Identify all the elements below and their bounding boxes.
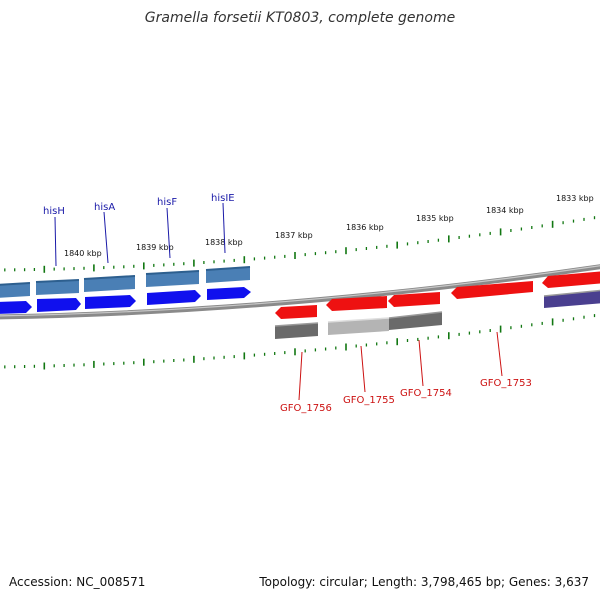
gene-label-GFO_1754[interactable]: GFO_1754	[400, 388, 452, 399]
feature-steelblue-4[interactable]	[146, 271, 199, 287]
gene-label-hisA[interactable]: hisA	[94, 202, 115, 213]
gene-label-hisIE[interactable]: hisIE	[211, 193, 235, 204]
forward-feature-row-steelblue	[0, 266, 251, 298]
genome-summary-label: Topology: circular; Length: 3,798,465 bp…	[259, 575, 589, 589]
upper-tick-track	[4, 216, 596, 273]
gene-label-GFO_1755[interactable]: GFO_1755	[343, 395, 395, 406]
genome-backbone	[0, 264, 600, 320]
kbp-label-1838: 1838 kbp	[205, 238, 243, 247]
gene-arrow-red-2[interactable]	[326, 296, 387, 311]
lower-tick-track	[4, 314, 596, 370]
page-title: Gramella forsetii KT0803, complete genom…	[144, 10, 456, 26]
kbp-label-1839: 1839 kbp	[136, 243, 174, 252]
reverse-gene-labels: GFO_1756 GFO_1755 GFO_1754 GFO_1753	[280, 331, 532, 414]
gene-arrow-blue-1[interactable]	[0, 301, 32, 314]
kbp-label-1835: 1835 kbp	[416, 214, 454, 223]
kbp-label-1833: 1833 kbp	[556, 194, 594, 203]
feature-gray-1[interactable]	[275, 323, 318, 339]
gene-arrow-red-4[interactable]	[451, 281, 533, 299]
genome-backbone-highlight	[0, 265, 600, 317]
forward-gene-labels: hisH hisA hisF hisIE	[43, 193, 235, 267]
reverse-feature-row	[274, 289, 600, 339]
accession-label: Accession: NC_008571	[9, 575, 146, 589]
gene-arrow-red-1[interactable]	[275, 305, 317, 319]
gene-label-hisH[interactable]: hisH	[43, 206, 65, 217]
kbp-label-1836: 1836 kbp	[346, 223, 384, 232]
gene-arrow-blue-2[interactable]	[37, 298, 81, 312]
forward-gene-arrows	[0, 287, 251, 314]
gene-arrow-blue-3[interactable]	[85, 295, 136, 309]
feature-lightgray-1[interactable]	[328, 318, 389, 335]
gene-label-hisF[interactable]: hisF	[157, 197, 177, 208]
gene-label-GFO_1756[interactable]: GFO_1756	[280, 403, 332, 414]
gene-arrow-red-5[interactable]	[542, 271, 600, 288]
kbp-label-1834: 1834 kbp	[486, 206, 524, 215]
gene-arrow-blue-4[interactable]	[147, 290, 201, 305]
gene-arrow-red-3[interactable]	[388, 292, 440, 307]
reverse-gene-arrows	[275, 271, 600, 319]
feature-steelblue-3[interactable]	[84, 276, 135, 292]
gene-label-GFO_1753[interactable]: GFO_1753	[480, 378, 532, 389]
gene-arrow-blue-5[interactable]	[207, 287, 251, 300]
feature-steelblue-5[interactable]	[206, 267, 250, 283]
kbp-label-1840: 1840 kbp	[64, 249, 102, 258]
kbp-label-1837: 1837 kbp	[275, 231, 313, 240]
feature-steelblue-2[interactable]	[36, 280, 79, 295]
feature-steelblue-1[interactable]	[0, 283, 30, 298]
